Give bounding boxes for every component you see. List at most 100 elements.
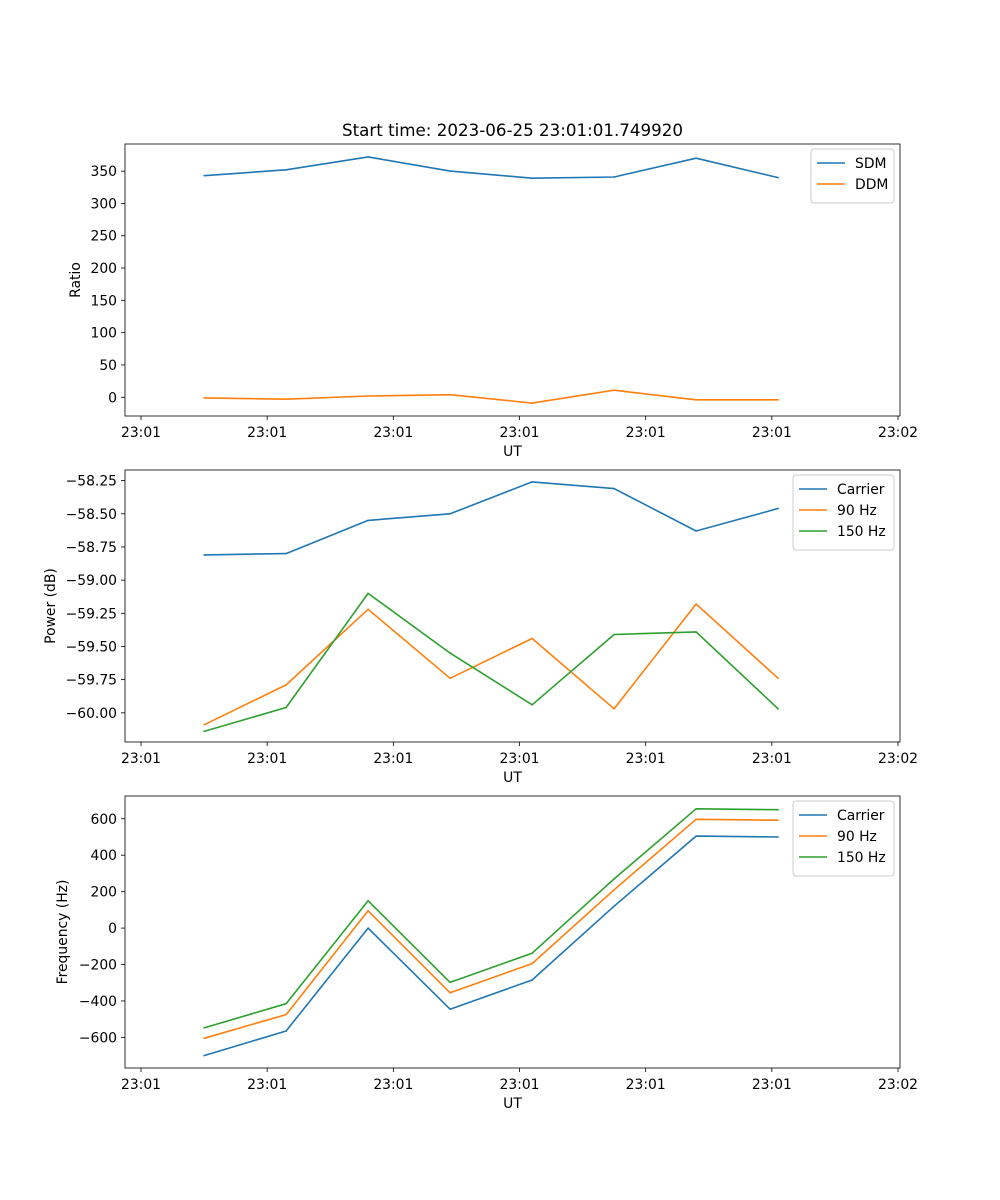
frequency-y-tick-label: 400 (90, 848, 117, 864)
frequency-series-150-hz-point (531, 952, 533, 955)
ratio-y-tick-label: 200 (90, 261, 117, 277)
frequency-series-150-hz-point (449, 981, 451, 984)
ratio-y-tick-label: 150 (90, 293, 117, 309)
power-series-carrier-point (367, 519, 369, 522)
ratio-x-axis-label: UT (503, 444, 522, 460)
ratio-y-tick-label: 50 (99, 358, 117, 374)
frequency-series-carrier-point (449, 1008, 451, 1010)
ratio-series-sdm-point (531, 177, 533, 180)
power-panel: 23:01 23:01 23:01 23:01 23:01 23:01 23:02 −60.0… (43, 469, 918, 786)
power-x-tick-label: 23:01 (626, 751, 666, 767)
frequency-series-90-hz-point (367, 909, 369, 912)
power-series-90-hz-point (695, 603, 697, 605)
power-x-tick-label: 23:01 (373, 751, 413, 767)
frequency-x-tick-label: 23:01 (626, 1077, 666, 1093)
ratio-y-tick-label: 100 (90, 326, 117, 342)
ratio-series-sdm-point (777, 176, 779, 179)
frequency-series-carrier-point (695, 835, 697, 837)
power-series-150-hz-point (695, 631, 697, 633)
frequency-y-axis-label: Frequency (Hz) (55, 880, 71, 985)
frequency-series-150-hz-point (203, 1027, 205, 1029)
power-x-tick-label: 23:01 (121, 751, 161, 767)
ratio-y-tick-label: 350 (90, 164, 117, 180)
ratio-series-sdm-point (285, 169, 287, 171)
power-legend-label-150-hz: 150 Hz (837, 524, 886, 540)
power-y-tick-label: −58.25 (66, 474, 117, 490)
frequency-series-carrier-point (203, 1054, 205, 1057)
ratio-series-ddm-point (367, 395, 369, 397)
frequency-x-tick-label: 23:01 (247, 1077, 287, 1093)
power-series-150-hz-point (613, 633, 615, 636)
power-series-150-hz-point (531, 704, 533, 706)
power-series-150-hz-point (449, 652, 451, 654)
frequency-series-90-hz-point (285, 1013, 287, 1016)
frequency-x-tick-label: 23:01 (373, 1077, 413, 1093)
frequency-x-axis-label: UT (503, 1096, 522, 1112)
ratio-series-ddm-line (204, 389, 779, 404)
ratio-x-tick-label: 23:01 (373, 425, 413, 441)
frequency-series-carrier-point (367, 927, 369, 929)
power-series-150-hz-point (203, 730, 205, 733)
frequency-y-tick-label: −400 (79, 994, 117, 1010)
ratio-series-sdm-point (613, 176, 615, 178)
chart-title: Start time: 2023-06-25 23:01:01.749920 (342, 120, 683, 140)
frequency-y-tick-label: −200 (79, 958, 117, 974)
power-series-carrier-point (203, 554, 205, 556)
frequency-series-90-hz-line (203, 818, 779, 1040)
frequency-x-tick-label: 23:01 (499, 1077, 539, 1093)
frequency-series-90-hz-point (777, 819, 779, 822)
frequency-series-90-hz-point (531, 962, 533, 965)
frequency-x-tick-label: 23:02 (878, 1077, 918, 1093)
power-legend: Carrier 90 Hz 150 Hz (792, 474, 895, 551)
ratio-x-tick-label: 23:01 (247, 425, 287, 441)
power-series-150-hz-point (777, 708, 779, 710)
frequency-series-carrier-point (531, 979, 533, 981)
frequency-y-tick-label: 600 (90, 812, 117, 828)
ratio-series-ddm-point (203, 397, 205, 399)
frequency-y-tick-label: −600 (79, 1030, 117, 1046)
ratio-series-sdm-point (203, 174, 205, 177)
ratio-x-tick-label: 23:01 (499, 425, 539, 441)
frequency-series-90-hz-point (695, 818, 697, 821)
power-y-tick-label: −59.50 (66, 639, 117, 655)
ratio-series-ddm-point (449, 393, 451, 396)
ratio-series-sdm-point (695, 157, 697, 160)
power-y-tick-label: −59.00 (66, 573, 117, 589)
frequency-legend-label-90-hz: 90 Hz (837, 829, 877, 845)
frequency-y-tick-label: 0 (108, 921, 117, 937)
power-series-90-hz-line (203, 603, 779, 726)
ratio-series-sdm-point (367, 156, 369, 158)
power-series-carrier-point (613, 487, 615, 490)
ratio-y-tick-label: 0 (108, 390, 117, 406)
frequency-x-tick-label: 23:01 (121, 1077, 161, 1093)
frequency-series-carrier-point (285, 1030, 287, 1032)
power-series-carrier-line (204, 481, 779, 556)
ratio-x-tick-label: 23:02 (878, 425, 918, 441)
ratio-series-sdm-line (204, 156, 779, 179)
power-series-90-hz-point (367, 608, 369, 611)
ratio-axes-frame (124, 143, 901, 417)
ratio-series-ddm-point (531, 402, 533, 404)
power-x-axis-label: UT (503, 770, 522, 786)
ratio-x-tick-label: 23:01 (626, 425, 666, 441)
frequency-series-90-hz-point (449, 991, 451, 994)
ratio-series-ddm-point (613, 389, 615, 391)
ratio-series-ddm-point (777, 399, 779, 401)
power-series-90-hz-point (285, 684, 287, 686)
power-y-tick-label: −59.75 (66, 673, 117, 689)
power-y-tick-label: −58.75 (66, 540, 117, 556)
power-axes-frame (124, 469, 901, 743)
power-series-carrier-point (777, 507, 779, 510)
frequency-series-90-hz-point (613, 889, 615, 891)
frequency-panel: 23:01 23:01 23:01 23:01 23:01 23:01 23:02 −600 −… (55, 795, 918, 1112)
power-series-150-hz-point (367, 592, 369, 595)
frequency-x-tick-label: 23:01 (752, 1077, 792, 1093)
power-x-tick-label: 23:01 (752, 751, 792, 767)
frequency-series-150-hz-point (285, 1002, 287, 1005)
frequency-series-150-hz-point (777, 808, 779, 811)
ratio-series-ddm-point (285, 398, 287, 401)
frequency-series-90-hz-point (203, 1037, 205, 1040)
ratio-series-ddm-point (695, 399, 697, 401)
ratio-legend-label-ddm: DDM (855, 177, 888, 193)
